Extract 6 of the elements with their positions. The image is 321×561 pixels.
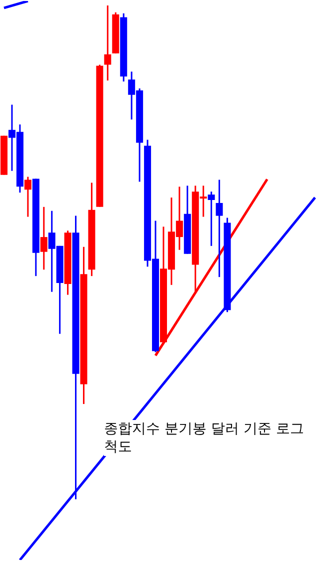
candlestick [24,176,32,218]
candlestick [40,206,48,270]
annotation: 종합지수 분기봉 달러 기준 로그 척도 [104,420,309,456]
candlestick [104,4,112,82]
candlestick [208,190,215,247]
candlestick [216,179,223,278]
